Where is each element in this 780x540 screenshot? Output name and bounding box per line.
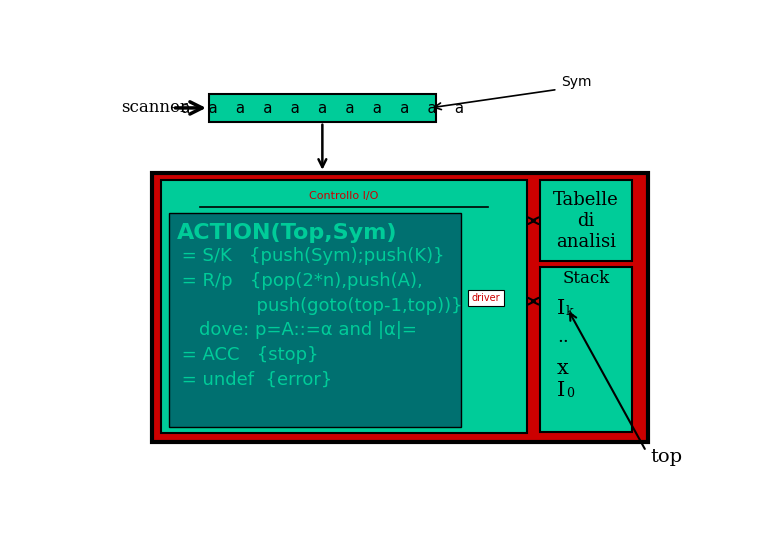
Text: ..: .. bbox=[557, 328, 569, 346]
Text: scanner: scanner bbox=[121, 99, 188, 117]
FancyBboxPatch shape bbox=[209, 94, 436, 122]
Text: Sym: Sym bbox=[562, 75, 592, 89]
FancyBboxPatch shape bbox=[161, 180, 526, 433]
Text: I: I bbox=[557, 381, 565, 400]
Text: k: k bbox=[566, 305, 574, 318]
FancyBboxPatch shape bbox=[540, 180, 633, 261]
Text: ACTION(Top,Sym): ACTION(Top,Sym) bbox=[176, 222, 397, 242]
Text: x: x bbox=[557, 359, 569, 378]
Text: 0: 0 bbox=[566, 387, 574, 400]
Text: a  a  a  a  a  a  a  a  a  a  a: a a a a a a a a a a a bbox=[181, 101, 464, 116]
Text: = ACC   {stop}: = ACC {stop} bbox=[176, 346, 319, 364]
FancyBboxPatch shape bbox=[168, 213, 461, 428]
Text: driver: driver bbox=[472, 293, 500, 303]
Text: Controllo I/O: Controllo I/O bbox=[309, 191, 378, 201]
FancyBboxPatch shape bbox=[467, 291, 505, 306]
FancyBboxPatch shape bbox=[540, 267, 633, 432]
FancyBboxPatch shape bbox=[152, 173, 648, 442]
Text: I: I bbox=[557, 299, 565, 318]
Text: = S/K   {push(Sym);push(K)}: = S/K {push(Sym);push(K)} bbox=[176, 247, 445, 265]
Text: dove: p=A::=α and |α|=: dove: p=A::=α and |α|= bbox=[176, 321, 417, 339]
Text: top: top bbox=[650, 449, 682, 467]
Text: Stack: Stack bbox=[562, 271, 610, 287]
Text: = undef  {error}: = undef {error} bbox=[176, 370, 333, 388]
Text: = R/p   {pop(2*n),push(A),: = R/p {pop(2*n),push(A), bbox=[176, 272, 424, 290]
Text: Tabelle
di
analisi: Tabelle di analisi bbox=[553, 191, 619, 251]
Text: push(goto(top-1,top))}: push(goto(top-1,top))} bbox=[176, 296, 463, 315]
